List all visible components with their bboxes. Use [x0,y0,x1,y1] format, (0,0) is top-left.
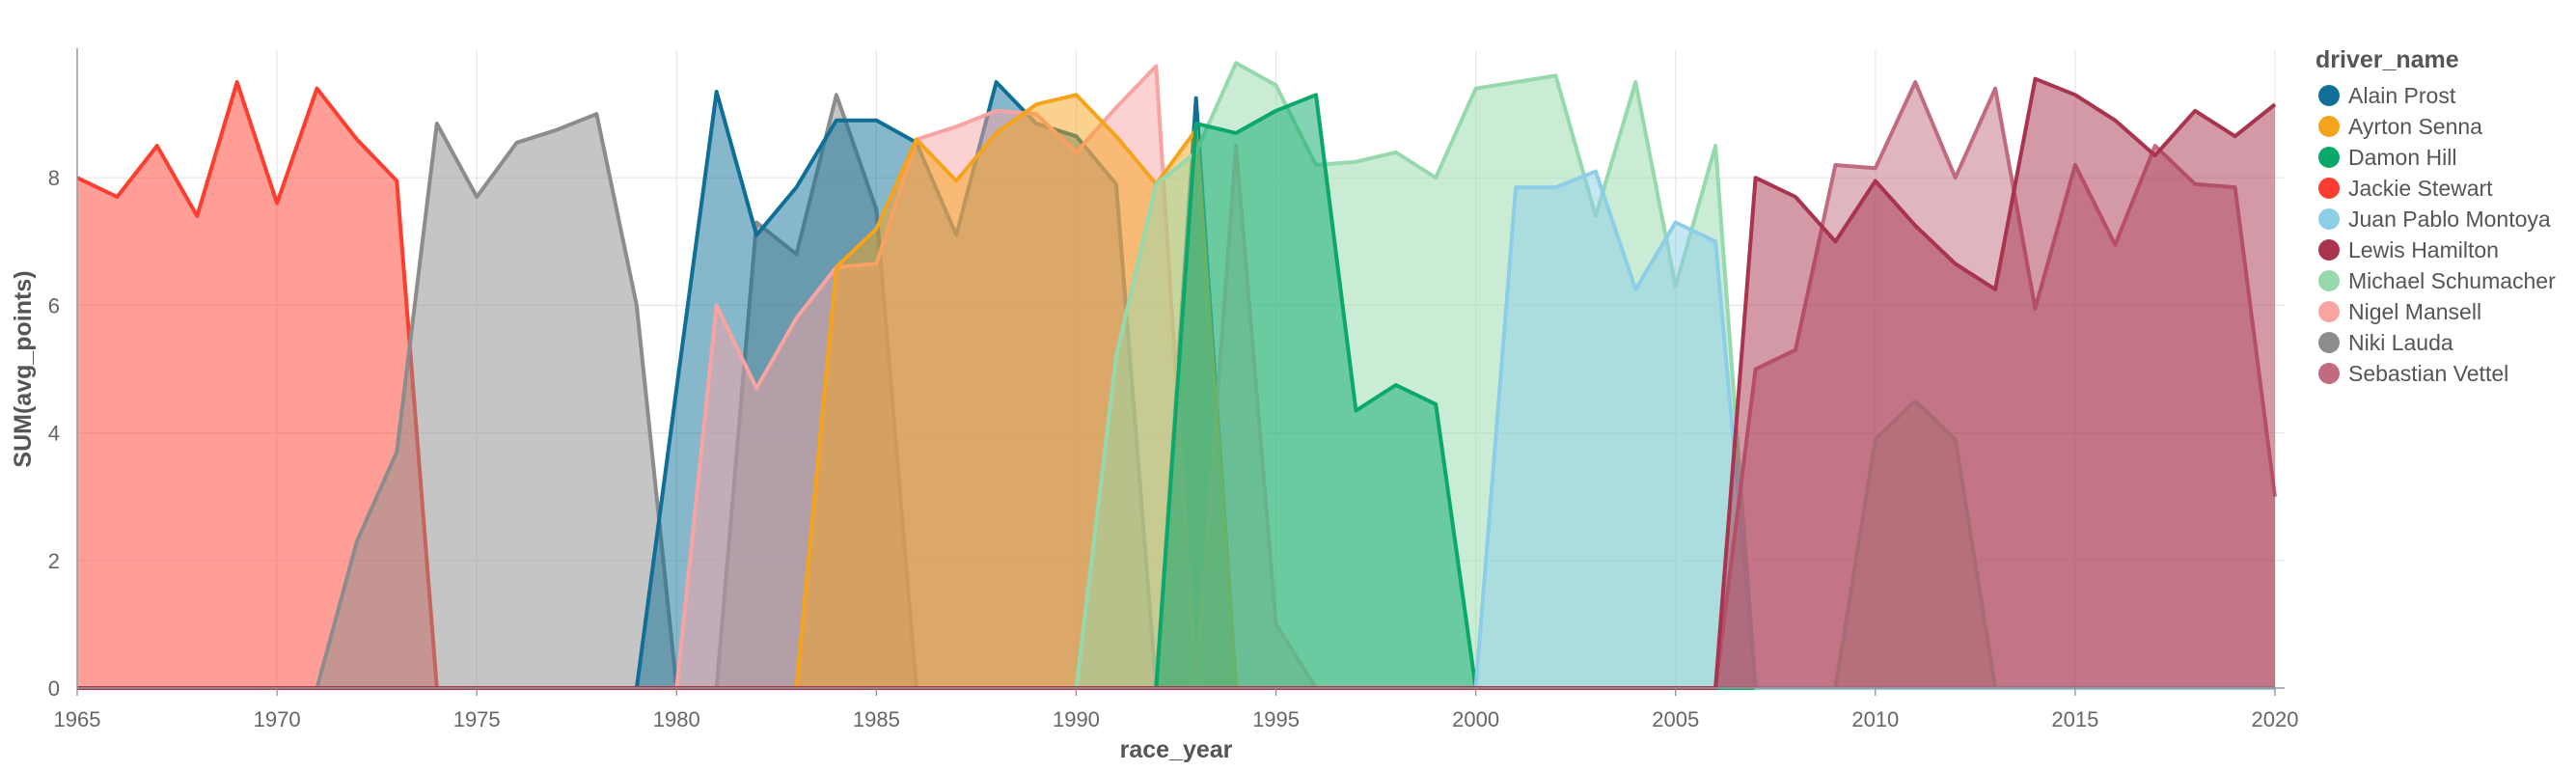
y-tick-label: 2 [48,549,60,573]
legend-item[interactable]: Michael Schumacher [2318,268,2556,293]
legend-label: Nigel Mansell [2348,299,2481,324]
legend-item[interactable]: Sebastian Vettel [2318,361,2508,386]
legend-title: driver_name [2316,46,2459,73]
x-axis-title: race_year [1120,736,1233,763]
legend-swatch [2318,332,2340,353]
legend-swatch [2318,147,2340,168]
legend-swatch [2318,270,2340,291]
legend-label: Sebastian Vettel [2348,361,2508,386]
legend-swatch [2318,178,2340,199]
legend-swatch [2318,208,2340,230]
legend-label: Damon Hill [2348,145,2456,170]
legend-label: Ayrton Senna [2348,114,2482,139]
area-series [76,61,2277,690]
x-tick-label: 2000 [1452,707,1499,731]
legend-label: Juan Pablo Montoya [2348,207,2551,232]
area-lewis-hamilton [77,78,2275,688]
area-damon-hill [77,95,2275,689]
x-tick-label: 2005 [1652,707,1699,731]
y-tick-label: 8 [48,166,60,190]
x-tick-label: 1965 [54,707,101,731]
legend-item[interactable]: Niki Lauda [2318,330,2453,355]
area-jackie-stewart [77,82,2275,689]
x-tick-label: 1990 [1053,707,1100,731]
y-tick-label: 4 [48,422,60,446]
area-niki-lauda [77,95,2275,689]
legend-item[interactable]: Damon Hill [2318,145,2456,170]
legend-swatch [2318,301,2340,322]
legend-swatch [2318,239,2340,261]
legend-item[interactable]: Jackie Stewart [2318,176,2493,201]
legend-label: Michael Schumacher [2348,268,2556,293]
y-tick-label: 0 [48,676,60,701]
y-tick-label: 6 [48,293,60,317]
x-tick-label: 1970 [254,707,301,731]
axes: 1965 1970 1975 1980 1985 1990 1995 2000 2005 2010… [48,48,2299,731]
legend-label: Alain Prost [2348,83,2456,108]
x-tick-label: 1995 [1252,707,1300,731]
x-tick-label: 2020 [2252,707,2299,731]
x-tick-label: 1975 [453,707,501,731]
legend-item[interactable]: Alain Prost [2318,83,2456,108]
legend-item[interactable]: Juan Pablo Montoya [2318,207,2551,232]
x-tick-label: 1980 [653,707,700,731]
legend-label: Jackie Stewart [2348,176,2493,201]
legend-item[interactable]: Ayrton Senna [2318,114,2482,139]
legend-label: Lewis Hamilton [2348,237,2499,262]
x-tick-label: 2015 [2051,707,2098,731]
legend-item[interactable]: Lewis Hamilton [2318,237,2499,262]
legend[interactable]: driver_name Alain Prost Ayrton Senna Damon… [2316,46,2556,386]
legend-label: Niki Lauda [2348,330,2453,355]
legend-swatch [2318,85,2340,106]
legend-swatch [2318,363,2340,384]
x-tick-label: 2010 [1851,707,1899,731]
x-tick-label: 1985 [853,707,900,731]
legend-swatch [2318,116,2340,137]
legend-item[interactable]: Nigel Mansell [2318,299,2481,324]
y-axis-title: SUM(avg_points) [10,270,37,467]
